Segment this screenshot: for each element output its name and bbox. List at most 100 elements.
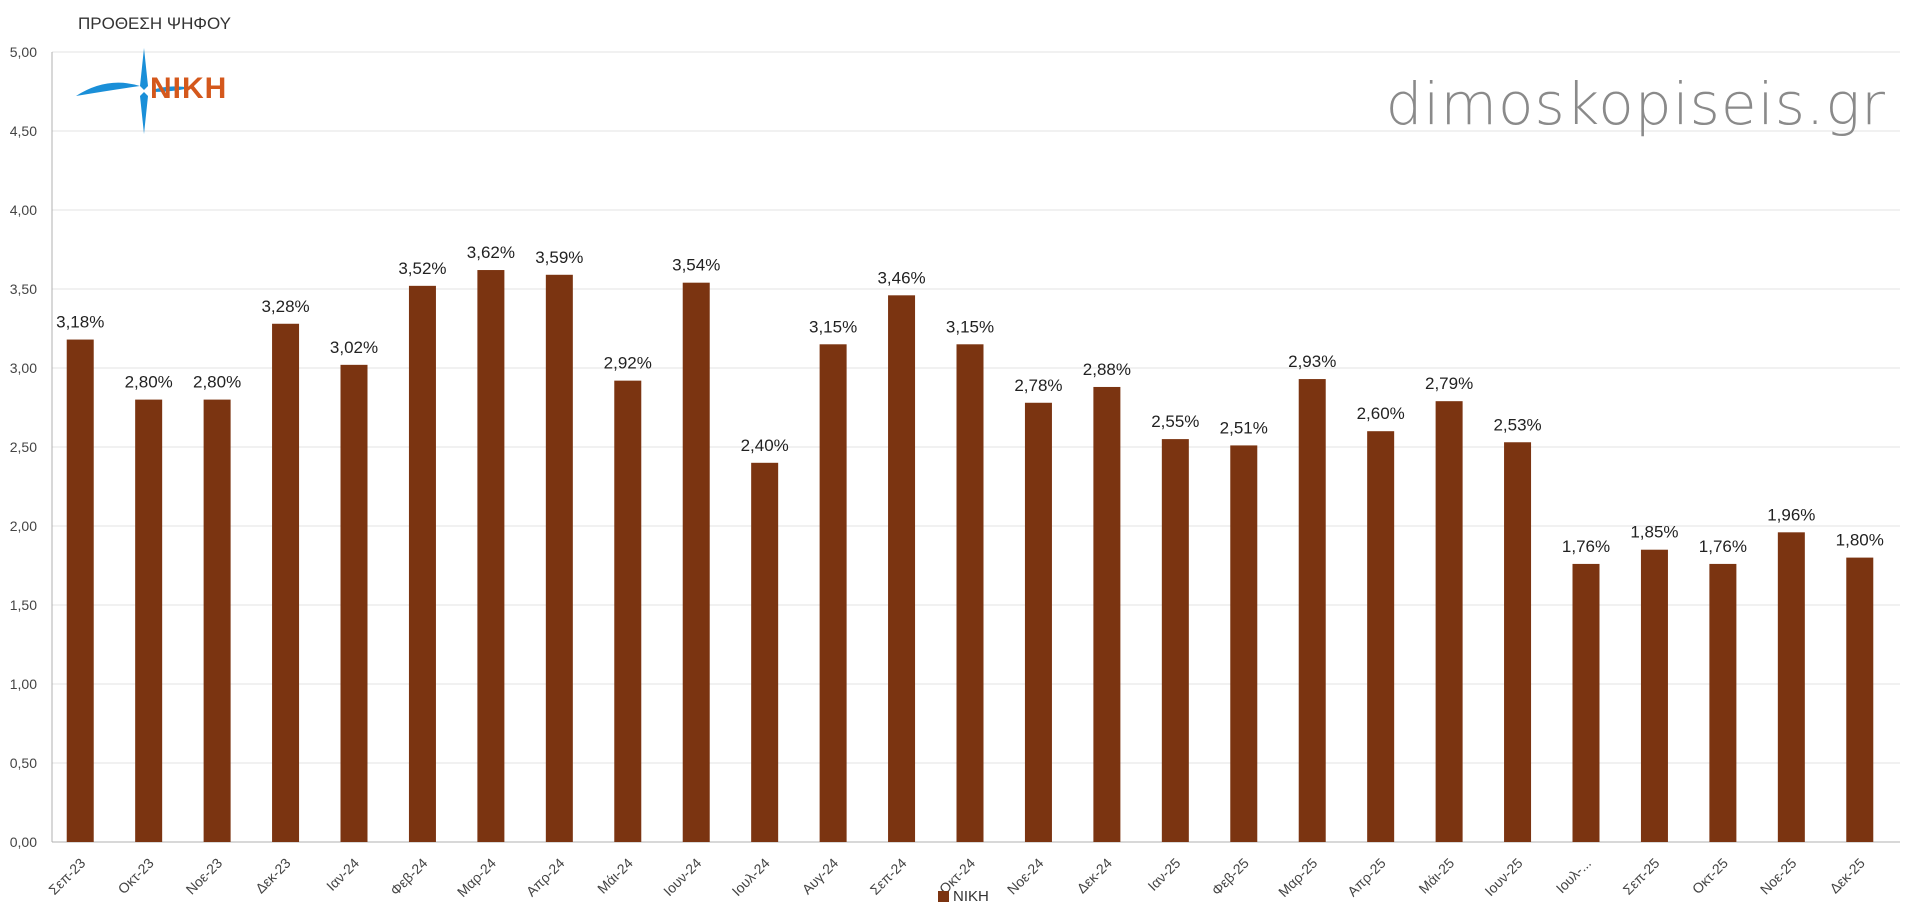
y-tick-label: 4,00 bbox=[10, 202, 37, 218]
data-label: 2,92% bbox=[604, 354, 652, 373]
data-label: 2,79% bbox=[1425, 374, 1473, 393]
x-tick-label: Ιαν-24 bbox=[323, 855, 362, 894]
bar bbox=[1846, 557, 1874, 842]
bar bbox=[272, 323, 300, 842]
x-tick-label: Ιουν-24 bbox=[660, 855, 704, 899]
x-tick-label: Ιουν-25 bbox=[1481, 855, 1525, 899]
x-tick-label: Φεβ-24 bbox=[387, 855, 431, 899]
y-tick-label: 1,50 bbox=[10, 597, 37, 613]
x-tick-label: Σεπ-24 bbox=[867, 855, 910, 898]
y-tick-label: 5,00 bbox=[10, 44, 37, 60]
x-tick-label: Δεκ-25 bbox=[1826, 855, 1868, 897]
y-axis-title: ΠΡΟΘΕΣΗ ΨΗΦΟΥ bbox=[78, 14, 231, 33]
data-label: 3,54% bbox=[672, 256, 720, 275]
data-label: 3,62% bbox=[467, 243, 515, 262]
data-label: 1,96% bbox=[1767, 505, 1815, 524]
bar bbox=[477, 270, 505, 842]
bar bbox=[135, 399, 163, 842]
legend-label: NIKH bbox=[953, 888, 989, 905]
x-tick-label: Μαρ-24 bbox=[454, 855, 499, 900]
data-label: 3,52% bbox=[398, 259, 446, 278]
x-tick-label: Δεκ-24 bbox=[1073, 855, 1115, 897]
bar bbox=[614, 380, 642, 842]
bar bbox=[1504, 442, 1532, 842]
legend-swatch bbox=[938, 891, 949, 902]
data-label: 3,46% bbox=[877, 268, 925, 287]
bar bbox=[66, 339, 94, 842]
y-tick-label: 0,00 bbox=[10, 834, 37, 850]
x-tick-label: Απρ-25 bbox=[1344, 855, 1389, 900]
data-label: 2,80% bbox=[193, 373, 241, 392]
x-tick-label: Μαρ-25 bbox=[1275, 855, 1320, 900]
bar bbox=[1435, 401, 1463, 842]
data-label: 3,15% bbox=[946, 317, 994, 336]
bar bbox=[408, 285, 436, 843]
data-label: 1,85% bbox=[1630, 523, 1678, 542]
bar bbox=[340, 364, 368, 842]
logo-text: NIKH bbox=[150, 72, 228, 105]
y-tick-label: 2,50 bbox=[10, 439, 37, 455]
logo-star-icon bbox=[76, 48, 190, 134]
data-label: 2,93% bbox=[1288, 352, 1336, 371]
bar bbox=[1572, 563, 1600, 842]
x-tick-label: Νοε-23 bbox=[183, 855, 226, 898]
x-tick-label: Οκτ-25 bbox=[1689, 855, 1731, 897]
y-tick-label: 2,00 bbox=[10, 518, 37, 534]
bar bbox=[1093, 386, 1121, 842]
y-tick-label: 0,50 bbox=[10, 755, 37, 771]
bar bbox=[819, 344, 847, 842]
data-label: 1,76% bbox=[1562, 537, 1610, 556]
data-label: 3,15% bbox=[809, 317, 857, 336]
x-tick-label: Νοε-24 bbox=[1004, 855, 1047, 898]
bar bbox=[888, 295, 916, 842]
x-tick-label: Μάι-24 bbox=[594, 855, 636, 897]
x-tick-label: Ιουλ-... bbox=[1553, 855, 1594, 896]
x-tick-label: Οκτ-23 bbox=[115, 855, 157, 897]
bar bbox=[682, 282, 710, 842]
x-tick-label: Ιουλ-24 bbox=[729, 855, 773, 899]
x-tick-label: Αυγ-24 bbox=[799, 855, 842, 898]
data-label: 2,53% bbox=[1493, 415, 1541, 434]
y-tick-label: 1,00 bbox=[10, 676, 37, 692]
data-label: 2,88% bbox=[1083, 360, 1131, 379]
bar bbox=[545, 274, 573, 842]
x-tick-label: Σεπ-25 bbox=[1620, 855, 1663, 898]
bar bbox=[1298, 379, 1326, 842]
y-tick-label: 4,50 bbox=[10, 123, 37, 139]
legend: NIKH bbox=[938, 888, 989, 905]
y-tick-label: 3,50 bbox=[10, 281, 37, 297]
bar bbox=[1024, 402, 1052, 842]
x-tick-label: Νοε-25 bbox=[1757, 855, 1800, 898]
data-label: 2,55% bbox=[1151, 412, 1199, 431]
x-tick-label: Φεβ-25 bbox=[1208, 855, 1252, 899]
x-tick-label: Μάι-25 bbox=[1415, 855, 1457, 897]
x-tick-label: Απρ-24 bbox=[523, 855, 568, 900]
data-label: 2,80% bbox=[125, 373, 173, 392]
nikh-logo: NIKH bbox=[72, 46, 252, 136]
bar bbox=[1709, 563, 1737, 842]
x-tick-label: Ιαν-25 bbox=[1144, 855, 1183, 894]
x-tick-label: Σεπ-23 bbox=[45, 855, 88, 898]
y-tick-label: 3,00 bbox=[10, 360, 37, 376]
data-label: 3,28% bbox=[261, 297, 309, 316]
data-label: 2,40% bbox=[741, 436, 789, 455]
bar bbox=[1640, 549, 1668, 842]
data-label: 3,18% bbox=[56, 313, 104, 332]
data-label: 2,78% bbox=[1014, 376, 1062, 395]
data-label: 1,76% bbox=[1699, 537, 1747, 556]
bar bbox=[956, 344, 984, 842]
bar bbox=[751, 462, 779, 842]
watermark-text: dimoskopiseis.gr bbox=[1385, 70, 1886, 138]
x-tick-label: Δεκ-23 bbox=[252, 855, 294, 897]
data-label: 3,59% bbox=[535, 248, 583, 267]
bar bbox=[1777, 532, 1805, 842]
data-label: 2,60% bbox=[1357, 404, 1405, 423]
bar bbox=[1161, 439, 1189, 842]
bar bbox=[1230, 445, 1258, 842]
bar bbox=[203, 399, 231, 842]
data-label: 1,80% bbox=[1836, 531, 1884, 550]
data-label: 2,51% bbox=[1220, 418, 1268, 437]
data-label: 3,02% bbox=[330, 338, 378, 357]
